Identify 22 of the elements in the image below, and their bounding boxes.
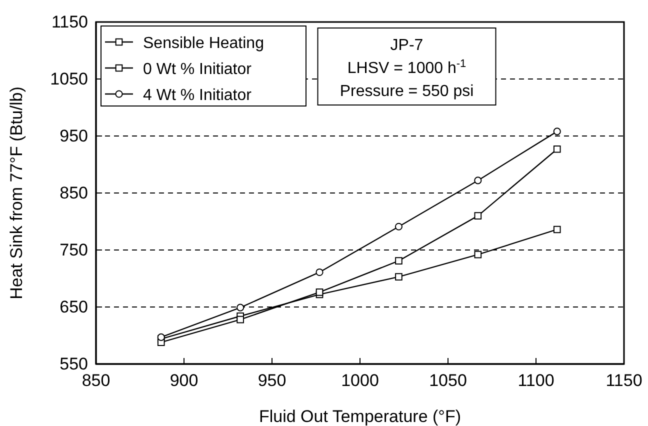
x-tick-label: 950	[258, 371, 286, 390]
legend-label: 4 Wt % Initiator	[143, 87, 252, 104]
x-tick-label: 900	[170, 371, 198, 390]
annotation: LHSV = 1000 h$^{-1}$	[347, 58, 466, 77]
x-tick-label: 1000	[341, 371, 379, 390]
y-tick-label: 1150	[51, 12, 88, 32]
legend-label: 0 Wt % Initiator	[143, 61, 252, 78]
annotation: Pressure = 550 psi	[340, 83, 474, 100]
y-tick-label: 850	[60, 183, 88, 202]
y-tick-label: 550	[60, 354, 88, 374]
legend-label: Sensible Heating	[143, 35, 264, 52]
y-axis-title: Heat Sink from 77°F (Btu/lb)	[7, 86, 26, 300]
x-tick-label: 850	[82, 371, 110, 390]
x-axis-title: Fluid Out Temperature (°F)	[258, 407, 462, 426]
y-tick-label: 1050	[50, 69, 88, 88]
annotation: JP-7	[390, 37, 424, 54]
y-tick-label: 950	[60, 126, 88, 146]
y-tick-label: 750	[60, 240, 88, 260]
y-tick-label: 650	[60, 297, 88, 316]
x-tick-label: 1050	[429, 371, 467, 390]
x-tick-label: 1100	[518, 371, 554, 390]
x-tick-label: 1150	[606, 371, 642, 390]
